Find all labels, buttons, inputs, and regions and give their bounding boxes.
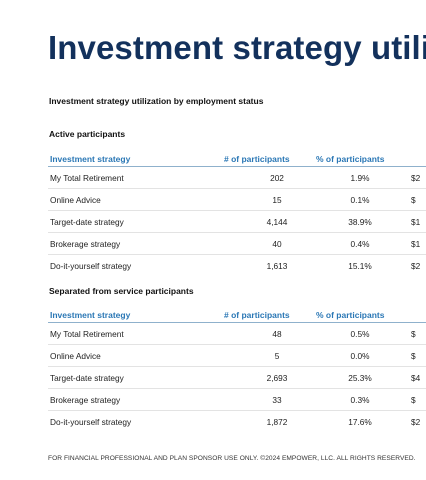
row-strategy: My Total Retirement	[50, 172, 124, 183]
page-title: Investment strategy utiliz	[48, 29, 426, 66]
row-value: $2	[411, 260, 421, 271]
row-percent: 0.0%	[350, 350, 370, 361]
row-percent: 1.9%	[350, 172, 370, 183]
row-value: $	[411, 194, 416, 205]
row-participants: 4,144	[266, 216, 288, 227]
row-percent: 0.4%	[350, 238, 370, 249]
table-row: Online Advice 15 0.1% $	[48, 189, 426, 211]
row-percent: 0.3%	[350, 394, 370, 405]
table-row: Do-it-yourself strategy 1,613 15.1% $2	[48, 255, 426, 276]
row-percent: 15.1%	[348, 260, 372, 271]
table-row: Target-date strategy 2,693 25.3% $4	[48, 367, 426, 389]
table-row: My Total Retirement 48 0.5% $	[48, 323, 426, 345]
table-row: Brokerage strategy 33 0.3% $	[48, 389, 426, 411]
header-percent: % of participants	[316, 309, 385, 320]
row-participants: 202	[270, 172, 284, 183]
separated-participants-table: Investment strategy # of participants % …	[48, 307, 426, 432]
header-percent: % of participants	[316, 153, 385, 164]
header-investment-strategy: Investment strategy	[50, 153, 131, 164]
row-value: $	[411, 394, 416, 405]
row-participants: 48	[272, 328, 282, 339]
row-strategy: Online Advice	[50, 194, 101, 205]
table-header: Investment strategy # of participants % …	[48, 307, 426, 323]
header-participants: # of participants	[224, 309, 290, 320]
row-strategy: Do-it-yourself strategy	[50, 416, 132, 427]
table-row: Brokerage strategy 40 0.4% $1	[48, 233, 426, 255]
table-row: Online Advice 5 0.0% $	[48, 345, 426, 367]
row-participants: 1,872	[266, 416, 288, 427]
table-row: My Total Retirement 202 1.9% $2	[48, 167, 426, 189]
row-strategy: Online Advice	[50, 350, 101, 361]
footer-disclaimer: FOR FINANCIAL PROFESSIONAL AND PLAN SPON…	[48, 455, 416, 462]
row-value: $2	[411, 172, 421, 183]
row-strategy: Brokerage strategy	[50, 238, 121, 249]
row-percent: 0.5%	[350, 328, 370, 339]
row-participants: 5	[274, 350, 280, 361]
header-participants: # of participants	[224, 153, 290, 164]
separated-section-title: Separated from service participants	[49, 286, 194, 296]
row-strategy: Do-it-yourself strategy	[50, 260, 132, 271]
row-strategy: Target-date strategy	[50, 372, 124, 383]
row-participants: 33	[272, 394, 282, 405]
table-header: Investment strategy # of participants % …	[48, 151, 426, 167]
row-percent: 17.6%	[348, 416, 372, 427]
page-subtitle: Investment strategy utilization by emplo…	[49, 96, 264, 106]
row-percent: 38.9%	[348, 216, 372, 227]
row-value: $	[411, 350, 416, 361]
row-participants: 15	[272, 194, 282, 205]
table-row: Do-it-yourself strategy 1,872 17.6% $2	[48, 411, 426, 432]
row-value: $1	[411, 216, 421, 227]
row-percent: 25.3%	[348, 372, 372, 383]
row-participants: 40	[272, 238, 282, 249]
row-value: $4	[411, 372, 421, 383]
row-strategy: My Total Retirement	[50, 328, 124, 339]
row-percent: 0.1%	[350, 194, 370, 205]
active-participants-table: Investment strategy # of participants % …	[48, 151, 426, 276]
row-participants: 1,613	[266, 260, 288, 271]
row-value: $2	[411, 416, 421, 427]
row-strategy: Brokerage strategy	[50, 394, 121, 405]
row-value: $1	[411, 238, 421, 249]
row-strategy: Target-date strategy	[50, 216, 124, 227]
table-row: Target-date strategy 4,144 38.9% $1	[48, 211, 426, 233]
active-section-title: Active participants	[49, 129, 126, 139]
row-participants: 2,693	[266, 372, 288, 383]
header-investment-strategy: Investment strategy	[50, 309, 131, 320]
row-value: $	[411, 328, 416, 339]
